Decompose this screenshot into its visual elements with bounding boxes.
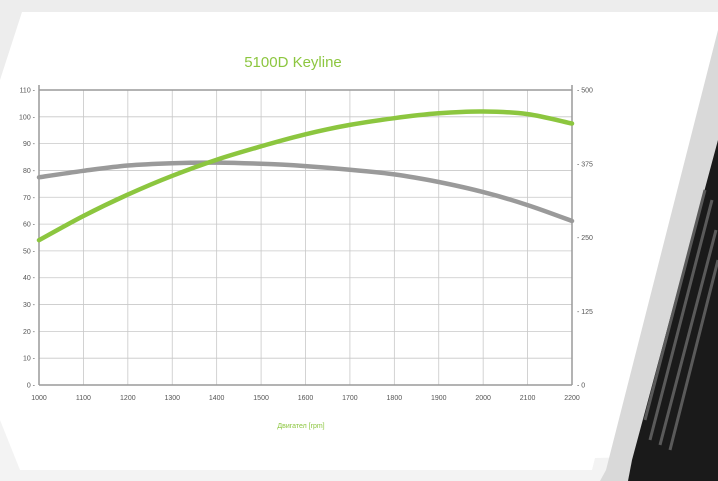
y-tick-label: 70 - bbox=[23, 195, 36, 202]
y-tick-label: 50 - bbox=[23, 248, 36, 255]
chart-title: 5100D Keyline bbox=[244, 54, 342, 71]
engine-detail-lines bbox=[643, 189, 718, 451]
y2-tick-label: - 0 bbox=[577, 383, 585, 390]
x-tick-label: 1600 bbox=[298, 395, 314, 402]
chart-series bbox=[36, 109, 575, 243]
x-tick-label: 2000 bbox=[475, 395, 491, 402]
torque-curve bbox=[36, 160, 575, 224]
x-tick-label: 1700 bbox=[342, 395, 358, 402]
y-tick-label: 30 - bbox=[23, 302, 36, 309]
x-axis-label: Двигател [rpm] bbox=[277, 423, 324, 430]
x-tick-label: 1200 bbox=[120, 395, 136, 402]
x-tick-label: 1000 bbox=[31, 395, 47, 402]
y-tick-label: 90 - bbox=[23, 141, 36, 148]
y-tick-label: 20 - bbox=[23, 329, 36, 336]
x-tick-label: 1900 bbox=[431, 395, 447, 402]
y-tick-label: 80 - bbox=[23, 168, 36, 175]
chart-axes bbox=[38, 85, 573, 386]
x-tick-label: 1100 bbox=[76, 395, 91, 402]
y-tick-label: 10 - bbox=[23, 356, 36, 363]
chart-ticks: 1000 1100 1200 1300 1400 1500 1600 1700 1800 1900… bbox=[19, 88, 593, 403]
x-tick-label: 1300 bbox=[164, 395, 180, 402]
x-tick-label: 1800 bbox=[387, 395, 403, 402]
background-panel-top bbox=[0, 0, 718, 80]
y-tick-label: 60 - bbox=[23, 222, 36, 229]
y-tick-label: 100 - bbox=[19, 114, 36, 121]
y2-tick-label: - 250 bbox=[577, 235, 593, 242]
y-tick-label: 40 - bbox=[23, 275, 36, 282]
x-tick-label: 1500 bbox=[253, 395, 269, 402]
y-tick-label: 110 - bbox=[20, 88, 36, 95]
y2-tick-label: - 125 bbox=[577, 309, 593, 316]
y2-tick-label: - 500 bbox=[577, 88, 593, 95]
y-tick-label: 0 - bbox=[27, 383, 36, 390]
x-tick-label: 2200 bbox=[564, 395, 580, 402]
x-tick-label: 2100 bbox=[520, 395, 536, 402]
power-curve bbox=[36, 109, 575, 243]
y2-tick-label: - 375 bbox=[577, 161, 593, 168]
x-tick-label: 1400 bbox=[209, 395, 225, 402]
